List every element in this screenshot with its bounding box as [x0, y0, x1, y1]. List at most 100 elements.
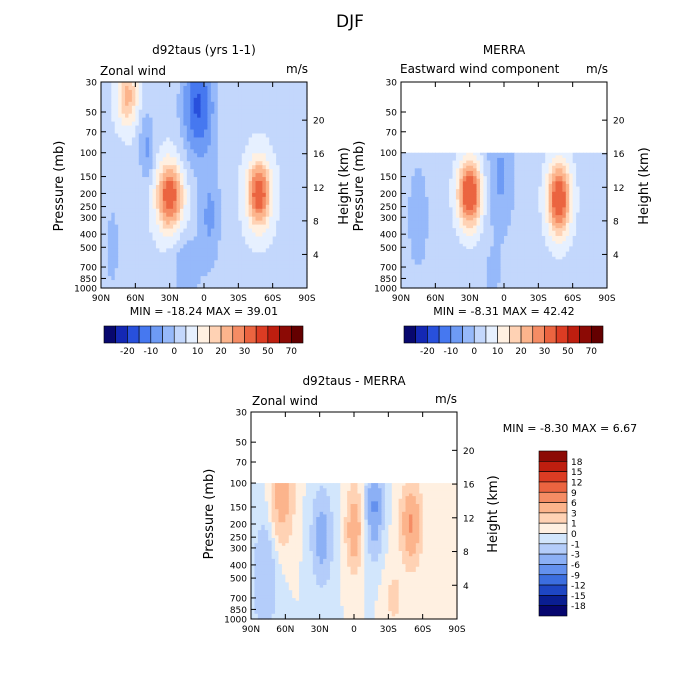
contour-cell: [248, 129, 253, 135]
contour-cell: [252, 89, 257, 95]
contour-cell: [425, 189, 430, 193]
contour-cell: [186, 145, 191, 150]
contour-cell: [401, 152, 406, 156]
contour-cell: [155, 220, 160, 226]
contour-cell: [449, 173, 454, 177]
contour-cell: [521, 217, 526, 221]
contour-cell: [289, 125, 294, 131]
contour-cell: [207, 181, 212, 186]
contour-cell: [149, 93, 154, 99]
contour-cell: [176, 216, 181, 222]
contour-cell: [197, 208, 202, 214]
contour-cell: [142, 109, 147, 115]
contour-cell: [190, 248, 195, 253]
contour-cell: [476, 157, 481, 162]
contour-cell: [169, 105, 174, 111]
contour-cell: [421, 155, 426, 159]
contour-cell: [193, 204, 198, 210]
contour-cell: [579, 163, 584, 167]
contour-cell: [486, 155, 491, 159]
contour-cell: [569, 160, 574, 164]
contour-cell: [221, 117, 226, 123]
contour-cell: [493, 163, 498, 167]
contour-cell: [276, 145, 281, 150]
contour-cell: [200, 240, 205, 246]
contour-cell: [449, 189, 454, 193]
contour-cell: [296, 101, 301, 107]
contour-cell: [210, 240, 215, 246]
contour-cell: [452, 225, 457, 229]
contour-cell: [104, 129, 109, 135]
contour-cell: [245, 204, 250, 210]
contour-cell: [238, 196, 243, 202]
contour-cell: [149, 280, 154, 285]
contour-cell: [579, 152, 584, 156]
contour-cell: [449, 202, 454, 206]
contour-cell: [507, 168, 512, 172]
contour-cell: [428, 170, 433, 175]
contour-cell: [121, 157, 126, 162]
contour-cell: [438, 220, 443, 224]
contour-cell: [603, 186, 608, 190]
contour-cell: [114, 165, 119, 170]
contour-cell: [252, 173, 257, 178]
contour-cell: [401, 215, 406, 219]
contour-cell: [241, 256, 246, 261]
contour-cell: [541, 194, 546, 198]
contour-cell: [207, 133, 212, 139]
contour-cell: [411, 163, 416, 167]
contour-cell: [603, 160, 608, 164]
contour-cell: [131, 248, 136, 253]
contour-cell: [411, 209, 416, 214]
contour-cell: [586, 155, 591, 159]
contour-cell: [193, 264, 198, 269]
contour-cell: [152, 113, 157, 119]
contour-cell: [483, 178, 488, 182]
contour-cell: [118, 109, 123, 115]
contour-cell: [197, 133, 202, 139]
contour-cell: [197, 252, 202, 257]
contour-cell: [411, 181, 416, 185]
contour-cell: [469, 220, 474, 224]
contour-cell: [479, 181, 484, 185]
contour-cell: [531, 196, 536, 201]
contour-cell: [145, 196, 150, 202]
contour-cell: [282, 157, 287, 162]
contour-cell: [210, 248, 215, 253]
contour-cell: [562, 220, 567, 224]
contour-cell: [193, 192, 198, 198]
contour-cell: [555, 155, 560, 159]
contour-cell: [541, 163, 546, 167]
contour-cell: [152, 101, 157, 107]
contour-cell: [486, 176, 491, 180]
contour-cell: [272, 93, 277, 99]
contour-cell: [155, 101, 160, 107]
contour-cell: [545, 217, 550, 221]
contour-cell: [269, 181, 274, 186]
contour-cell: [272, 228, 277, 234]
contour-cell: [234, 141, 239, 146]
contour-cell: [504, 207, 509, 211]
contour-cell: [435, 152, 440, 156]
contour-cell: [265, 188, 270, 194]
contour-cell: [272, 177, 277, 182]
contour-cell: [445, 215, 450, 219]
contour-cell: [289, 268, 294, 273]
contour-cell: [600, 170, 605, 175]
contour-cell: [121, 177, 126, 182]
contour-cell: [303, 200, 308, 206]
contour-cell: [238, 272, 243, 277]
contour-cell: [589, 199, 594, 203]
contour-cell: [289, 264, 294, 269]
contour-cell: [272, 133, 277, 139]
contour-cell: [265, 153, 270, 158]
contour-cell: [476, 215, 481, 219]
contour-cell: [107, 137, 112, 143]
contour-cell: [579, 160, 584, 164]
contour-cell: [486, 222, 491, 227]
contour-cell: [118, 264, 123, 269]
contour-cell: [224, 141, 229, 146]
contour-cell: [228, 177, 233, 182]
contour-cell: [159, 109, 164, 115]
contour-cell: [111, 161, 116, 166]
